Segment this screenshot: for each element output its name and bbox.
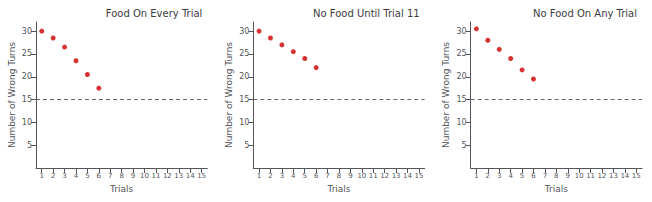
svg-text:15: 15 (632, 172, 641, 180)
svg-text:4: 4 (291, 172, 296, 180)
svg-text:Number of Wrong Turns: Number of Wrong Turns (224, 42, 234, 148)
svg-text:No Food On Any Trial: No Food On Any Trial (533, 8, 637, 19)
svg-text:2: 2 (51, 172, 55, 180)
svg-text:15: 15 (22, 95, 32, 104)
svg-text:5: 5 (85, 172, 89, 180)
svg-text:10: 10 (456, 118, 466, 127)
svg-text:4: 4 (74, 172, 79, 180)
svg-text:Trials: Trials (326, 184, 350, 194)
svg-text:11: 11 (151, 172, 160, 180)
svg-text:6: 6 (97, 172, 102, 180)
svg-text:5: 5 (520, 172, 524, 180)
svg-text:12: 12 (598, 172, 607, 180)
svg-text:25: 25 (22, 49, 32, 58)
svg-text:7: 7 (543, 172, 547, 180)
svg-text:1: 1 (39, 172, 43, 180)
svg-text:30: 30 (456, 27, 466, 36)
svg-text:8: 8 (554, 172, 558, 180)
svg-text:11: 11 (369, 172, 378, 180)
svg-text:14: 14 (620, 172, 629, 180)
svg-text:1: 1 (474, 172, 478, 180)
svg-text:5: 5 (27, 141, 32, 150)
svg-text:25: 25 (456, 49, 466, 58)
svg-text:13: 13 (609, 172, 618, 180)
svg-text:25: 25 (239, 49, 249, 58)
svg-text:8: 8 (337, 172, 341, 180)
svg-text:10: 10 (140, 172, 149, 180)
svg-text:9: 9 (348, 172, 352, 180)
svg-text:6: 6 (531, 172, 536, 180)
svg-text:1: 1 (257, 172, 261, 180)
svg-text:13: 13 (392, 172, 401, 180)
svg-text:8: 8 (119, 172, 123, 180)
svg-text:5: 5 (302, 172, 306, 180)
svg-text:10: 10 (357, 172, 366, 180)
svg-text:9: 9 (566, 172, 570, 180)
svg-text:5: 5 (462, 141, 467, 150)
svg-text:20: 20 (456, 72, 466, 81)
svg-text:Number of Wrong Turns: Number of Wrong Turns (441, 42, 451, 148)
svg-text:13: 13 (174, 172, 183, 180)
svg-text:Number of Wrong Turns: Number of Wrong Turns (7, 42, 17, 148)
svg-text:30: 30 (22, 27, 32, 36)
svg-text:2: 2 (268, 172, 272, 180)
svg-text:2: 2 (486, 172, 490, 180)
svg-text:20: 20 (22, 72, 32, 81)
svg-text:11: 11 (586, 172, 595, 180)
svg-text:No Food Until Trial 11: No Food Until Trial 11 (313, 8, 420, 19)
svg-text:30: 30 (239, 27, 249, 36)
svg-text:14: 14 (186, 172, 195, 180)
svg-text:9: 9 (131, 172, 135, 180)
svg-text:Trials: Trials (544, 184, 568, 194)
svg-text:15: 15 (197, 172, 206, 180)
svg-text:5: 5 (244, 141, 249, 150)
svg-text:7: 7 (108, 172, 112, 180)
svg-text:20: 20 (239, 72, 249, 81)
svg-text:15: 15 (414, 172, 423, 180)
svg-text:7: 7 (325, 172, 329, 180)
svg-text:3: 3 (62, 172, 66, 180)
svg-text:6: 6 (314, 172, 319, 180)
svg-text:10: 10 (239, 118, 249, 127)
svg-text:12: 12 (163, 172, 172, 180)
svg-text:12: 12 (380, 172, 389, 180)
svg-text:14: 14 (403, 172, 412, 180)
svg-text:Trials: Trials (109, 184, 133, 194)
svg-text:10: 10 (575, 172, 584, 180)
svg-text:Food On Every Trial: Food On Every Trial (106, 8, 203, 19)
svg-text:10: 10 (22, 118, 32, 127)
svg-text:4: 4 (508, 172, 513, 180)
svg-text:15: 15 (456, 95, 466, 104)
svg-text:15: 15 (239, 95, 249, 104)
svg-text:3: 3 (280, 172, 284, 180)
svg-text:3: 3 (497, 172, 501, 180)
